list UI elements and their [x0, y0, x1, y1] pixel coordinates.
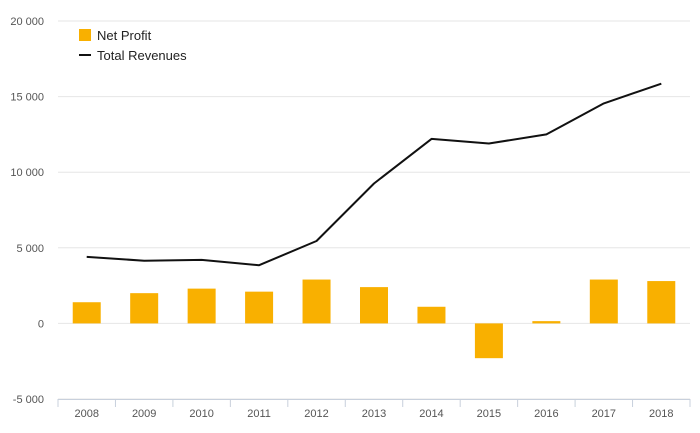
- x-tick-label: 2018: [649, 408, 673, 420]
- legend-label-total-revenues: Total Revenues: [97, 48, 187, 63]
- bar-net-profit: [130, 293, 159, 324]
- x-tick-label: 2012: [304, 408, 328, 420]
- y-tick-label: 10 000: [10, 167, 44, 179]
- y-tick-label: 0: [38, 318, 44, 330]
- y-tick-label: 5 000: [16, 243, 44, 255]
- x-tick-label: 2014: [419, 408, 443, 420]
- line-total-revenues: [86, 82, 662, 267]
- bar-net-profit: [589, 279, 618, 324]
- bar-net-profit: [360, 287, 388, 324]
- y-tick-label: -5 000: [13, 394, 44, 406]
- x-tick-label: 2010: [189, 408, 213, 420]
- x-tick-label: 2011: [247, 408, 271, 420]
- x-tick-label: 2008: [74, 408, 98, 420]
- x-tick-label: 2009: [132, 408, 156, 420]
- x-tick-label: 2015: [477, 408, 501, 420]
- bar-net-profit: [245, 291, 274, 324]
- bar-net-profit: [72, 302, 101, 324]
- x-tick-label: 2013: [362, 408, 386, 420]
- bar-net-profit: [417, 306, 446, 324]
- legend-label-net-profit: Net Profit: [97, 28, 152, 43]
- legend-swatch-net-profit: [79, 29, 91, 41]
- bar-net-profit: [302, 279, 331, 324]
- legend: Net Profit Total Revenues: [79, 28, 187, 63]
- bar-layer: [72, 279, 676, 359]
- x-tick-label: 2017: [592, 408, 616, 420]
- line-layer: [86, 82, 662, 267]
- bar-net-profit: [187, 288, 216, 324]
- y-tick-label: 15 000: [10, 92, 44, 104]
- bar-net-profit: [474, 323, 503, 359]
- bar-net-profit: [532, 321, 561, 324]
- y-tick-label: 20 000: [10, 16, 44, 28]
- x-tick-label: 2016: [534, 408, 558, 420]
- axis-layer: -5 000 0 5 000 10 000 15 000 20 000 2008 2009 20…: [10, 16, 691, 420]
- grid-layer: [58, 20, 690, 400]
- bar-net-profit: [647, 281, 676, 324]
